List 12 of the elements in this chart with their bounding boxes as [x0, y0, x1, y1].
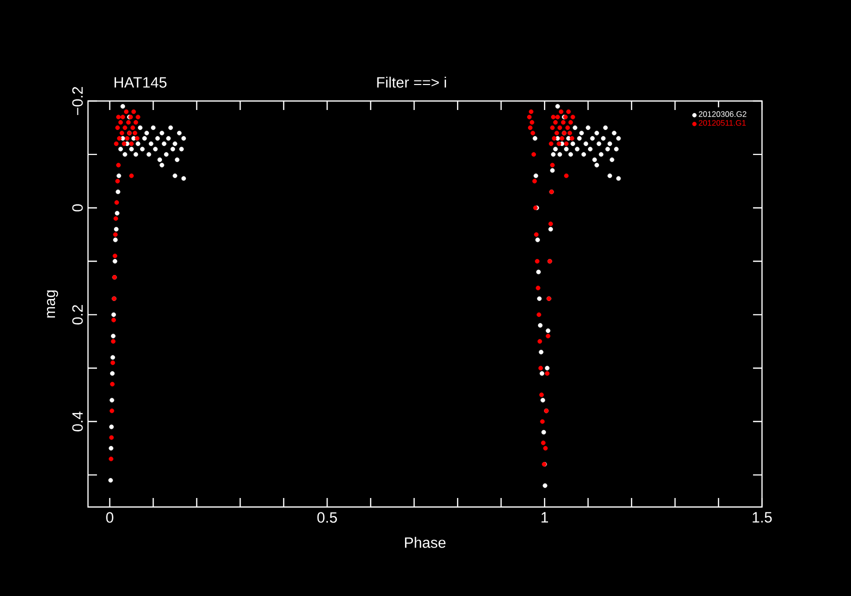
y-tick-label: 0 — [72, 204, 83, 212]
x-tick-label: 1.5 — [752, 512, 772, 523]
y-tick-label: 0.2 — [72, 305, 83, 324]
y-tick-label: 0.4 — [72, 412, 83, 432]
x-tick-label: 0.5 — [317, 512, 337, 523]
chart-subtitle: Filter ==> i — [377, 76, 446, 88]
y-axis-title: mag — [46, 290, 58, 318]
chart-title: HAT145 — [114, 77, 166, 88]
x-tick-label: 0 — [106, 512, 114, 523]
x-tick-label: 1 — [542, 512, 548, 522]
y-tick-label: −0.2 — [72, 87, 83, 116]
x-axis-title: Phase — [405, 536, 446, 548]
